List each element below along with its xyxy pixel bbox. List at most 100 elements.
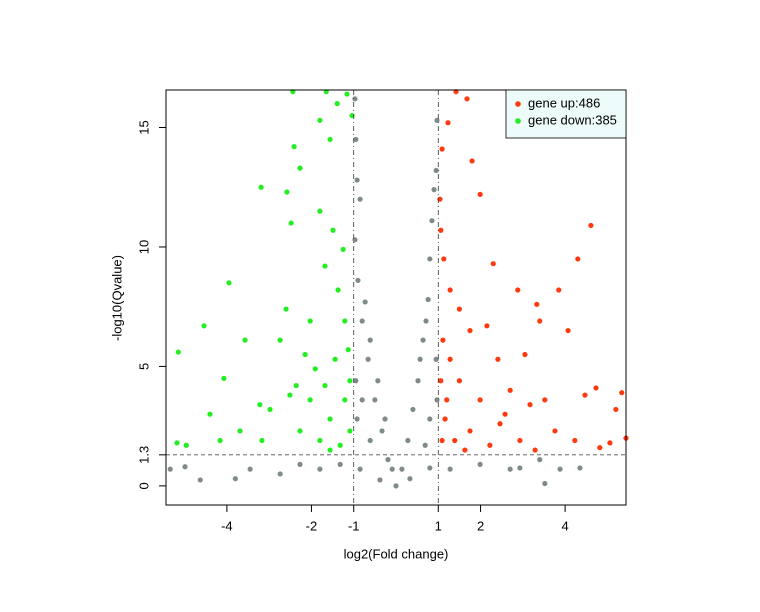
point: [439, 146, 445, 152]
point: [507, 387, 513, 393]
point: [354, 177, 360, 183]
y-tick-label: 10: [136, 240, 151, 254]
point: [258, 184, 264, 190]
point: [291, 144, 297, 150]
point: [405, 437, 411, 444]
point: [484, 323, 490, 329]
point: [415, 378, 421, 384]
point: [307, 397, 313, 403]
point: [297, 428, 303, 434]
point: [322, 382, 328, 389]
point: [575, 256, 581, 262]
point: [322, 263, 328, 269]
point: [527, 402, 533, 408]
point: [359, 397, 365, 403]
point: [464, 96, 470, 102]
point: [372, 397, 378, 403]
point: [420, 337, 426, 343]
point: [201, 323, 207, 329]
point: [607, 440, 613, 446]
point: [427, 416, 433, 422]
point: [297, 461, 303, 467]
x-tick-label: 1: [435, 518, 442, 533]
point: [367, 437, 373, 444]
point: [347, 428, 353, 434]
point: [425, 296, 431, 303]
point: [247, 466, 253, 472]
point: [467, 327, 473, 334]
point: [352, 96, 358, 102]
point: [359, 318, 365, 324]
point: [352, 237, 358, 243]
point: [183, 442, 189, 448]
point: [477, 191, 483, 198]
point: [429, 218, 435, 224]
point: [337, 442, 343, 448]
point: [462, 447, 468, 453]
point: [423, 318, 429, 324]
point: [197, 477, 203, 483]
point: [327, 447, 333, 453]
point: [221, 375, 227, 381]
y-tick-label: 0: [136, 482, 151, 489]
point: [327, 136, 333, 143]
point: [327, 416, 333, 422]
point: [379, 428, 385, 434]
point: [565, 327, 571, 334]
point: [442, 416, 448, 422]
point: [342, 397, 348, 403]
point: [283, 306, 289, 312]
point: [357, 466, 363, 472]
point: [441, 256, 447, 262]
point: [353, 136, 359, 143]
point: [438, 378, 444, 384]
point: [382, 416, 388, 422]
point: [434, 117, 440, 123]
legend-marker: [515, 101, 521, 107]
y-tick-label: 15: [136, 120, 151, 134]
point: [354, 416, 360, 422]
x-tick-label: 4: [562, 518, 569, 533]
point: [456, 306, 463, 312]
point: [532, 447, 538, 453]
point: [542, 480, 548, 487]
point: [537, 457, 543, 463]
point: [477, 461, 483, 467]
point: [447, 466, 453, 472]
point: [588, 222, 594, 229]
point: [367, 337, 373, 343]
point: [335, 287, 341, 293]
point: [297, 165, 303, 171]
y-tick-label: 5: [136, 363, 151, 370]
point: [344, 91, 350, 97]
point: [317, 466, 323, 472]
point: [490, 261, 496, 267]
point: [226, 280, 232, 286]
point: [593, 385, 599, 391]
legend-label: gene down:385: [528, 112, 617, 127]
x-axis-label: log2(Fold change): [344, 546, 449, 561]
point: [277, 337, 283, 343]
point: [507, 466, 513, 472]
point: [277, 471, 283, 477]
point: [385, 457, 391, 463]
point: [347, 378, 353, 384]
point: [393, 483, 399, 489]
x-tick-label: 2: [477, 518, 484, 533]
legend-marker: [515, 118, 521, 124]
point: [307, 318, 313, 324]
point: [440, 337, 446, 343]
point: [207, 411, 213, 417]
point: [345, 347, 351, 353]
point: [542, 397, 548, 403]
point: [342, 318, 348, 324]
point: [427, 465, 433, 471]
x-tick-label: -4: [221, 518, 233, 533]
point: [312, 366, 318, 372]
point: [317, 117, 323, 123]
x-tick-label: -1: [348, 518, 360, 533]
point: [582, 392, 588, 398]
point: [619, 390, 625, 396]
point: [438, 227, 444, 233]
point: [487, 442, 493, 448]
